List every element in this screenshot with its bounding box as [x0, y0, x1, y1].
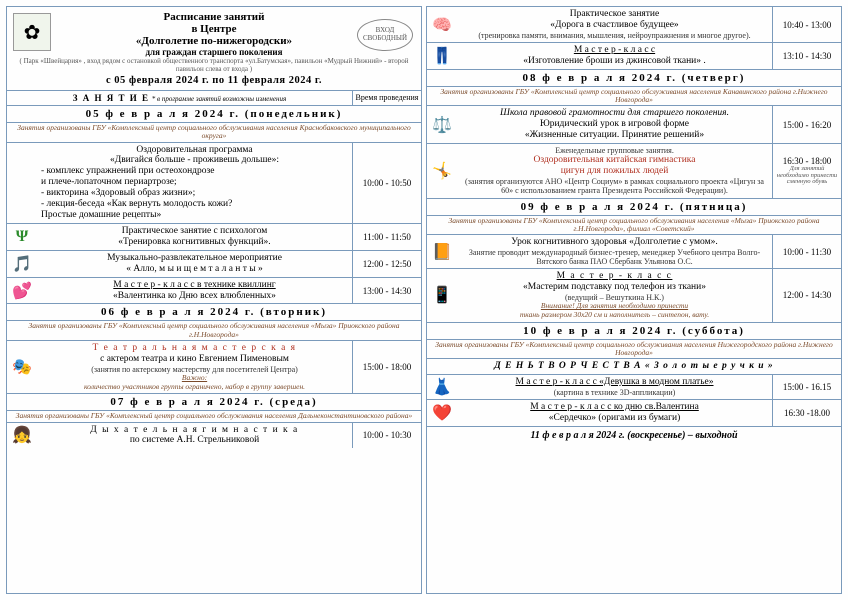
event-time: 11:00 - 11:50 — [353, 224, 421, 250]
event-body: Оздоровительная программа «Двигайся боль… — [37, 143, 353, 223]
event-row: 👖 М а с т е р - к л а с с «Изготовление … — [427, 43, 841, 70]
people-icon: 🤸 — [427, 144, 457, 197]
event-body: Практическое занятие с психологом «Трени… — [37, 224, 353, 250]
doll-icon: 👗 — [427, 375, 457, 399]
music-icon: 🎵 — [7, 251, 37, 277]
event-body: М а с т е р - к л а с с «Девушка в модно… — [457, 375, 773, 399]
day-07: 07 ф е в р а л я 2024 г. (среда) — [7, 394, 421, 411]
event-row: ❤️ М а с т е р - к л а с с ко дню св.Вал… — [427, 400, 841, 427]
event-row: 📙 Урок когнитивного здоровья «Долголетие… — [427, 235, 841, 269]
event-body: Еженедельные групповые занятия. Оздорови… — [457, 144, 773, 197]
event-row: Ψ Практическое занятие с психологом «Тре… — [7, 224, 421, 251]
event-time: 10:00 - 11:30 — [773, 235, 841, 268]
org-07: Занятия организованы ГБУ «Комплексный це… — [7, 411, 421, 422]
org-06: Занятия организованы ГБУ «Комплексный це… — [7, 321, 421, 341]
date-range: с 05 февраля 2024 г. по 11 февраля 2024 … — [13, 75, 415, 86]
health-icon — [7, 143, 37, 223]
event-time: 13:10 - 14:30 — [773, 43, 841, 69]
event-row: ⚖️ Школа правовой грамотности для старше… — [427, 106, 841, 144]
event-body: Урок когнитивного здоровья «Долголетие с… — [457, 235, 773, 268]
book-icon: 📙 — [427, 235, 457, 268]
event-time: 12:00 - 12:50 — [353, 251, 421, 277]
event-body: Музыкально-развлекательное мероприятие «… — [37, 251, 353, 277]
title-3: «Долголетие по-нижегородски» — [13, 35, 415, 47]
org-05: Занятия организованы ГБУ «Комплексный це… — [7, 123, 421, 143]
free-entry-badge: ВХОД СВОБОДНЫЙ — [357, 19, 413, 51]
logo-icon: ✿ — [13, 13, 51, 51]
event-row: 💕 М а с т е р - к л а с с в технике квил… — [7, 278, 421, 305]
event-time: 10:00 - 10:50 — [353, 143, 421, 223]
heart-icon: ❤️ — [427, 400, 457, 426]
event-row: 📱 М а с т е р - к л а с с «Мастерим подс… — [427, 269, 841, 322]
title-2: в Центре — [13, 23, 415, 35]
org-10: Занятия организованы ГБУ «Комплексный це… — [427, 340, 841, 360]
event-body: Школа правовой грамотности для старшего … — [457, 106, 773, 143]
event-body: Д ы х а т е л ь н а я г и м н а с т и к … — [37, 423, 353, 449]
table-header: З А Н Я Т И Е * в программе занятий возм… — [7, 90, 421, 106]
header: ✿ ВХОД СВОБОДНЫЙ Расписание занятий в Це… — [7, 7, 421, 90]
event-time: 15:00 - 16:20 — [773, 106, 841, 143]
th-lesson: З А Н Я Т И Е * в программе занятий возм… — [7, 91, 353, 105]
brain-icon: 🧠 — [427, 7, 457, 42]
event-time: 16:30 -18.00 — [773, 400, 841, 426]
event-time: 10:00 - 10:30 — [353, 423, 421, 449]
event-row: 👗 М а с т е р - к л а с с «Девушка в мод… — [427, 375, 841, 400]
title-4: для граждан старшего поколения — [13, 47, 415, 57]
right-column: 🧠 Практическое занятие «Дорога в счастли… — [426, 6, 842, 594]
event-body: М а с т е р - к л а с с «Изготовление бр… — [457, 43, 773, 69]
event-row: 🧠 Практическое занятие «Дорога в счастли… — [427, 7, 841, 43]
day-11-holiday: 11 ф е в р а л я 2024 г. (воскресенье) –… — [427, 427, 841, 444]
jeans-icon: 👖 — [427, 43, 457, 69]
title-1: Расписание занятий — [13, 11, 415, 23]
day-05: 05 ф е в р а л я 2024 г. (понедельник) — [7, 106, 421, 123]
event-body: М а с т е р - к л а с с в технике квилли… — [37, 278, 353, 304]
event-row: 🎵 Музыкально-развлекательное мероприятие… — [7, 251, 421, 278]
scales-icon: ⚖️ — [427, 106, 457, 143]
event-body: Т е а т р а л ь н а я м а с т е р с к а … — [37, 341, 353, 393]
event-time: 12:00 - 14:30 — [773, 269, 841, 321]
day-10: 10 ф е в р а л я 2024 г. (суббота) — [427, 323, 841, 340]
event-time: 15:00 - 18:00 — [353, 341, 421, 393]
event-body: М а с т е р - к л а с с «Мастерим подста… — [457, 269, 773, 321]
hearts-icon: 💕 — [7, 278, 37, 304]
event-body: М а с т е р - к л а с с ко дню св.Валент… — [457, 400, 773, 426]
left-column: ✿ ВХОД СВОБОДНЫЙ Расписание занятий в Це… — [6, 6, 422, 594]
event-time: 15:00 - 16.15 — [773, 375, 841, 399]
event-body: Практическое занятие «Дорога в счастливо… — [457, 7, 773, 42]
day-09: 09 ф е в р а л я 2024 г. (пятница) — [427, 199, 841, 216]
masks-icon: 🎭 — [7, 341, 37, 393]
event-row: Оздоровительная программа «Двигайся боль… — [7, 143, 421, 224]
event-row: 🤸 Еженедельные групповые занятия. Оздоро… — [427, 144, 841, 198]
day-08: 08 ф е в р а л я 2024 г. (четверг) — [427, 70, 841, 87]
event-time: 10:40 - 13:00 — [773, 7, 841, 42]
phone-icon: 📱 — [427, 269, 457, 321]
banner-row: Д Е Н Ь Т В О Р Ч Е С Т В А « З о л о т … — [427, 359, 841, 375]
day-06: 06 ф е в р а л я 2024 г. (вторник) — [7, 304, 421, 321]
psi-icon: Ψ — [7, 224, 37, 250]
girl-icon: 👧 — [7, 423, 37, 449]
org-09: Занятия организованы ГБУ «Комплексный це… — [427, 216, 841, 236]
event-row: 👧 Д ы х а т е л ь н а я г и м н а с т и … — [7, 423, 421, 449]
th-time: Время проведения — [353, 91, 421, 105]
event-time: 13:00 - 14:30 — [353, 278, 421, 304]
event-time: 16:30 - 18:00 Для занятий необходимо при… — [773, 144, 841, 197]
creativity-day-banner: Д Е Н Ь Т В О Р Ч Е С Т В А « З о л о т … — [427, 359, 841, 374]
event-row: 🎭 Т е а т р а л ь н а я м а с т е р с к … — [7, 341, 421, 394]
org-08: Занятия организованы ГБУ «Комплексный це… — [427, 87, 841, 107]
location-note: ( Парк «Швейцария» , вход рядом с остано… — [13, 57, 415, 73]
